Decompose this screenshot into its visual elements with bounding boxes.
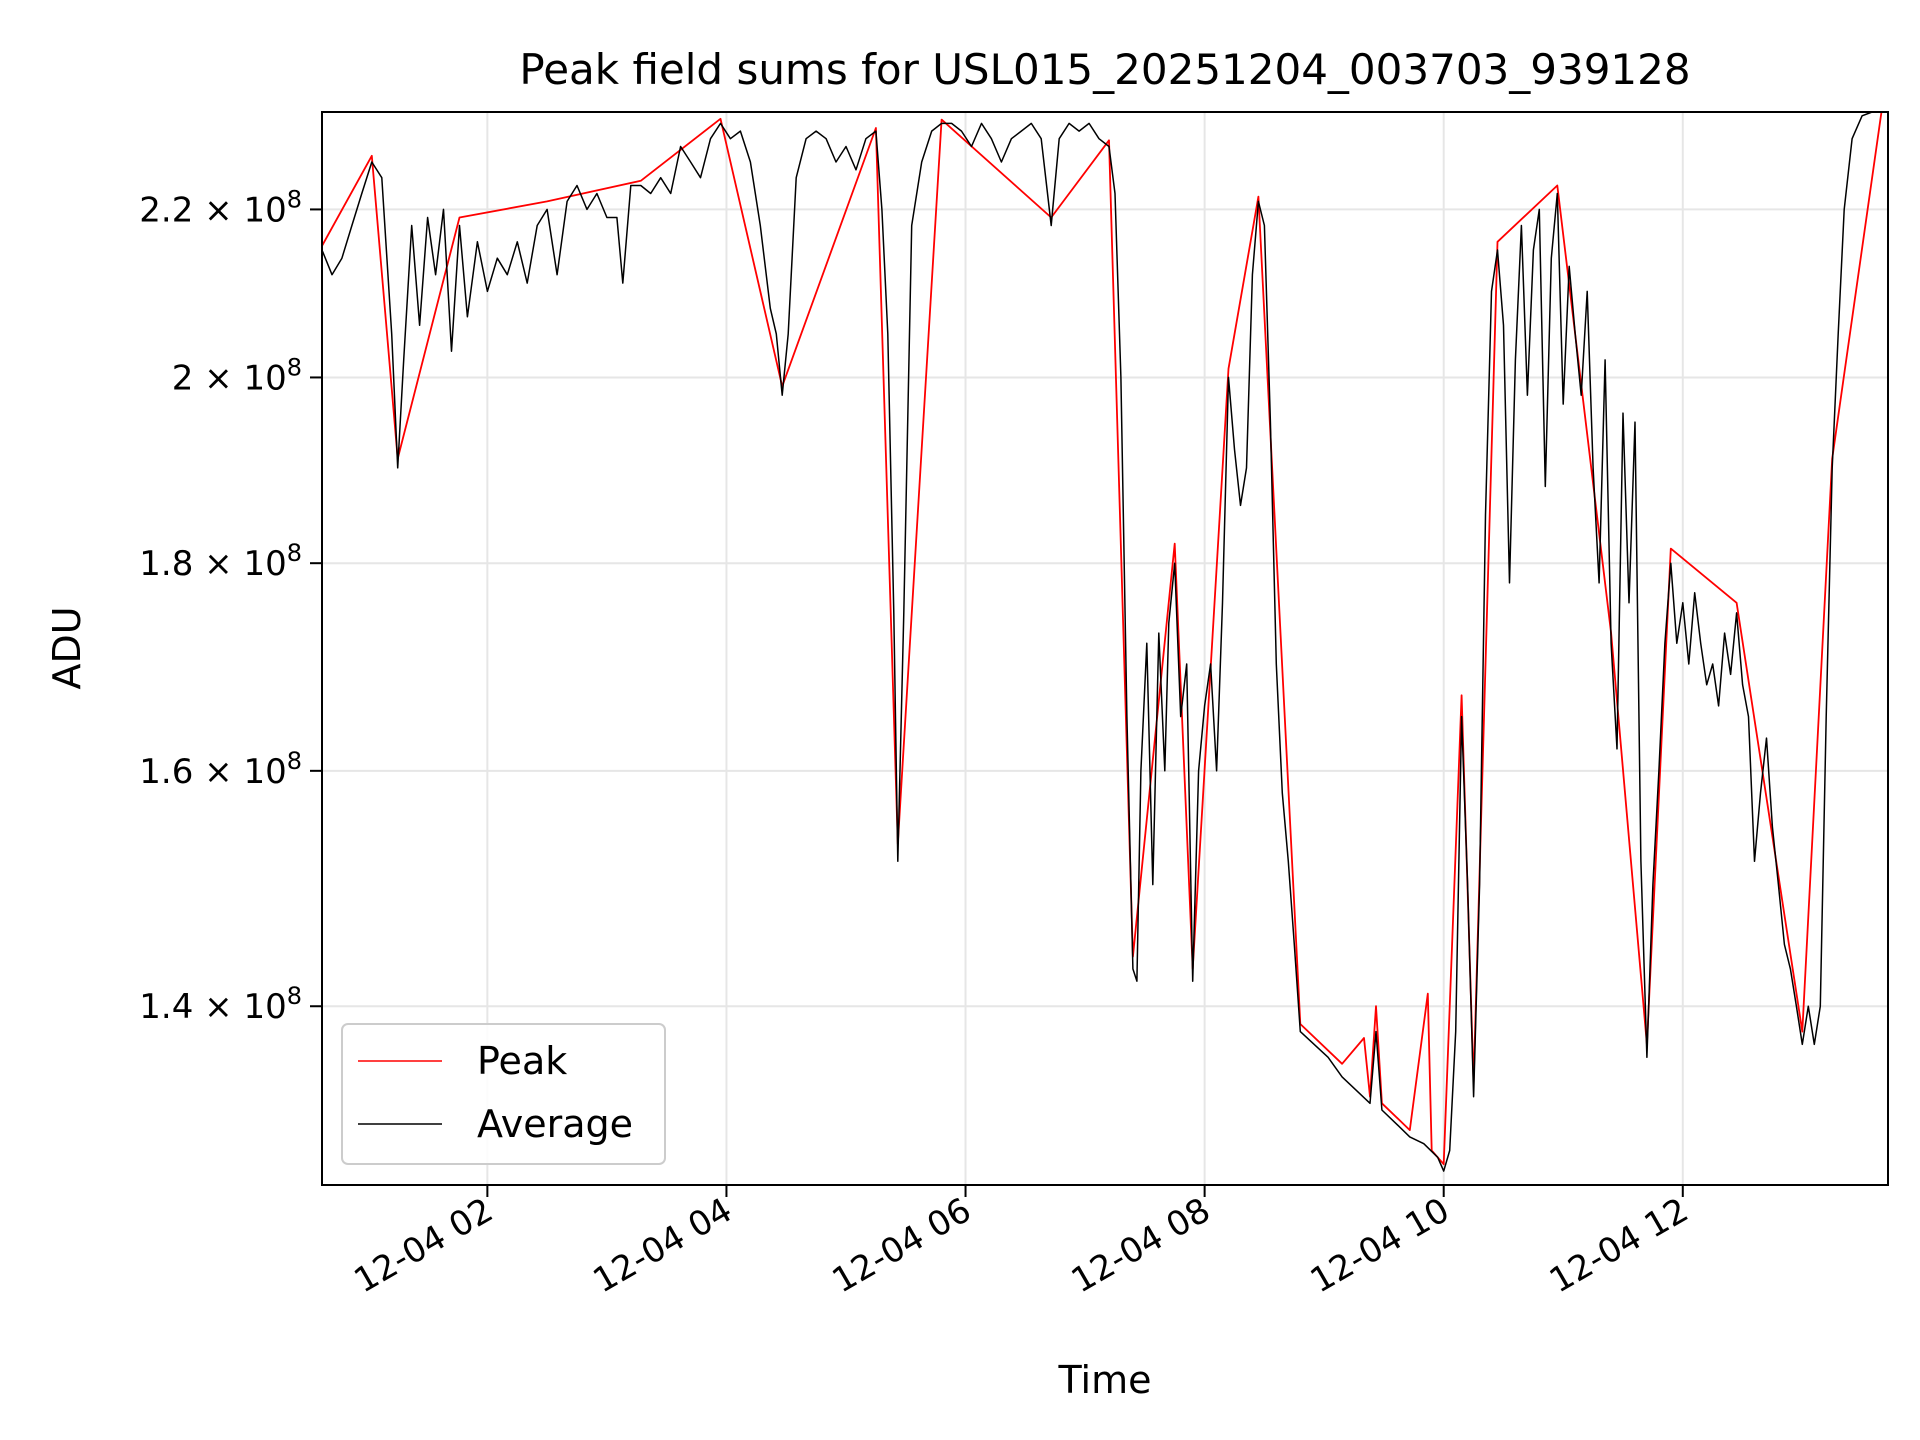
plot-area [322,112,1883,1172]
y-tick-label: 1.8 × 108 [139,539,302,584]
y-tick-label: 1.6 × 108 [139,747,302,792]
y-axis-label: ADU [45,606,89,689]
plot-frame [321,111,1889,1186]
x-tick-label: 12-04 12 [1543,1190,1695,1301]
y-tick-label: 1.4 × 108 [139,982,302,1027]
y-tick-label: 2.2 × 108 [139,185,302,230]
legend-label-peak: Peak [477,1039,567,1083]
y-axis: 1.4 × 108 1.6 × 108 1.8 × 108 2 × 108 2.2 × … [139,185,322,1027]
x-axis-label: Time [1058,1358,1152,1402]
x-tick-label: 12-04 06 [826,1190,978,1301]
grid [322,112,1888,1185]
legend: Peak Average [341,1023,666,1165]
series-line-average [322,112,1875,1172]
series-layer [322,112,1883,1172]
x-tick-label: 12-04 08 [1065,1190,1217,1301]
x-tick-label: 12-04 10 [1304,1190,1456,1301]
x-axis: 12-04 02 12-04 04 12-04 06 12-04 08 12-04 10… [347,1185,1695,1301]
chart-title: Peak field sums for USL015_20251204_0037… [519,45,1690,94]
x-tick-label: 12-04 04 [587,1190,739,1301]
legend-box [341,1023,666,1165]
series-line-peak [322,112,1883,1166]
x-tick-label: 12-04 02 [347,1190,499,1301]
y-tick-label: 2 × 108 [172,353,302,398]
legend-label-average: Average [477,1102,633,1146]
